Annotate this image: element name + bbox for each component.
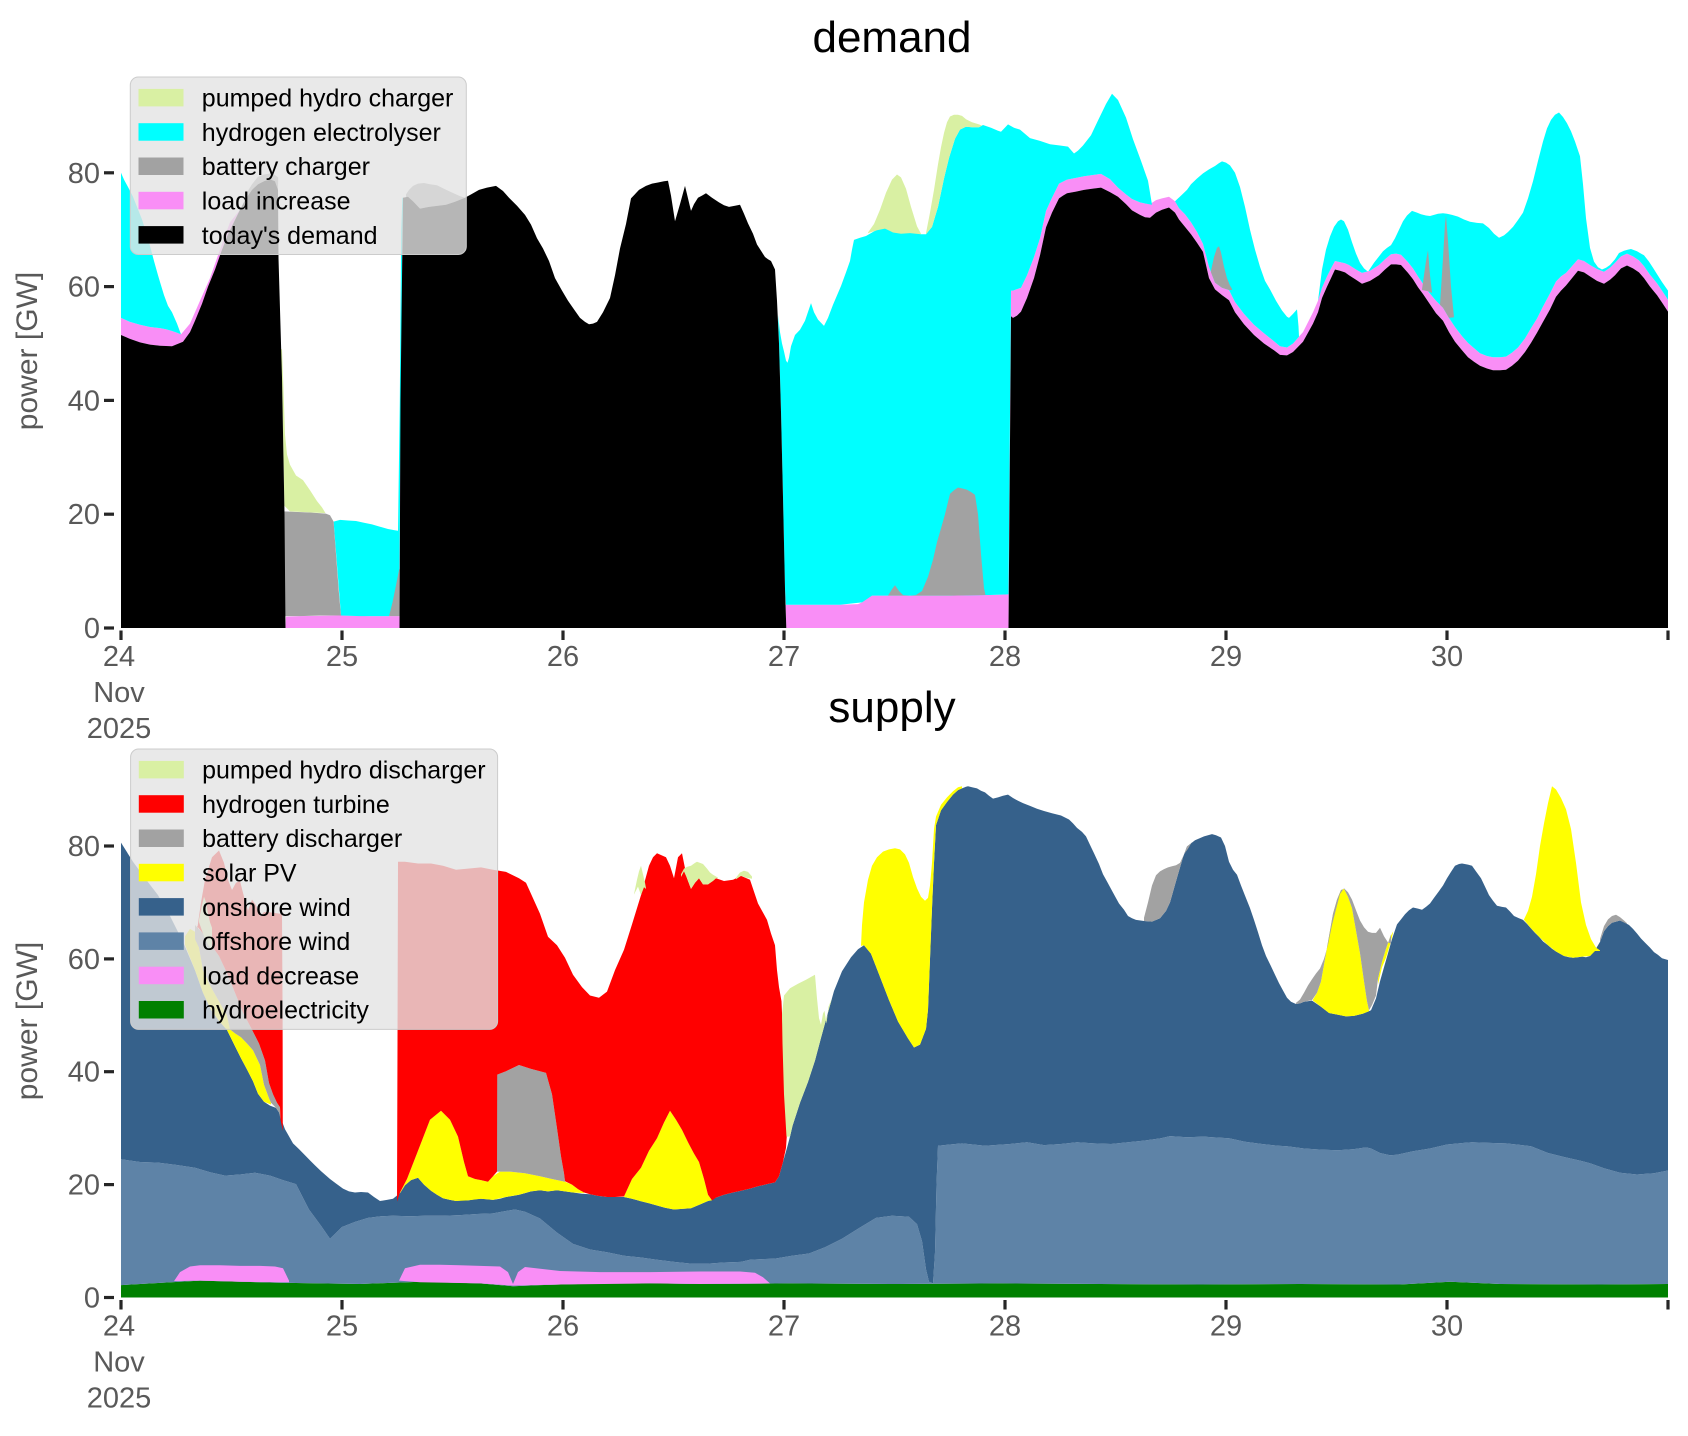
svg-text:hydrogen electrolyser: hydrogen electrolyser: [202, 119, 441, 147]
svg-text:pumped hydro discharger: pumped hydro discharger: [202, 757, 486, 785]
svg-text:offshore wind: offshore wind: [202, 928, 350, 956]
svg-text:24: 24: [103, 1311, 135, 1343]
svg-text:solar PV: solar PV: [202, 860, 297, 888]
svg-text:26: 26: [547, 641, 579, 673]
svg-text:28: 28: [989, 641, 1021, 673]
svg-text:demand: demand: [812, 13, 971, 62]
svg-text:60: 60: [68, 272, 100, 304]
svg-text:29: 29: [1210, 641, 1242, 673]
svg-text:20: 20: [68, 1170, 100, 1202]
svg-text:hydroelectricity: hydroelectricity: [202, 997, 369, 1025]
svg-text:Nov: Nov: [93, 1347, 145, 1379]
svg-text:load increase: load increase: [202, 188, 351, 216]
svg-text:Nov: Nov: [93, 677, 145, 709]
svg-text:26: 26: [547, 1311, 579, 1343]
svg-text:40: 40: [68, 1057, 100, 1089]
svg-text:40: 40: [68, 385, 100, 417]
svg-text:today's demand: today's demand: [202, 222, 378, 250]
svg-text:24: 24: [103, 641, 135, 673]
svg-text:2025: 2025: [87, 713, 152, 745]
svg-text:80: 80: [68, 158, 100, 190]
svg-text:supply: supply: [828, 683, 955, 732]
svg-text:28: 28: [989, 1311, 1021, 1343]
svg-text:27: 27: [768, 641, 800, 673]
svg-text:30: 30: [1431, 641, 1463, 673]
svg-text:0: 0: [84, 1283, 100, 1315]
svg-text:30: 30: [1431, 1311, 1463, 1343]
svg-text:battery discharger: battery discharger: [202, 825, 402, 853]
svg-text:pumped hydro charger: pumped hydro charger: [202, 85, 454, 113]
svg-text:25: 25: [326, 1311, 358, 1343]
svg-text:power [GW]: power [GW]: [11, 942, 44, 1100]
svg-text:load decrease: load decrease: [202, 962, 359, 990]
svg-text:27: 27: [768, 1311, 800, 1343]
svg-text:2025: 2025: [87, 1383, 152, 1415]
svg-text:power [GW]: power [GW]: [11, 272, 44, 430]
svg-text:80: 80: [68, 831, 100, 863]
svg-text:onshore wind: onshore wind: [202, 894, 351, 922]
svg-text:20: 20: [68, 499, 100, 531]
svg-text:25: 25: [326, 641, 358, 673]
svg-text:29: 29: [1210, 1311, 1242, 1343]
svg-text:battery charger: battery charger: [202, 153, 370, 181]
svg-text:60: 60: [68, 944, 100, 976]
svg-text:0: 0: [84, 613, 100, 645]
svg-text:hydrogen turbine: hydrogen turbine: [202, 791, 390, 819]
